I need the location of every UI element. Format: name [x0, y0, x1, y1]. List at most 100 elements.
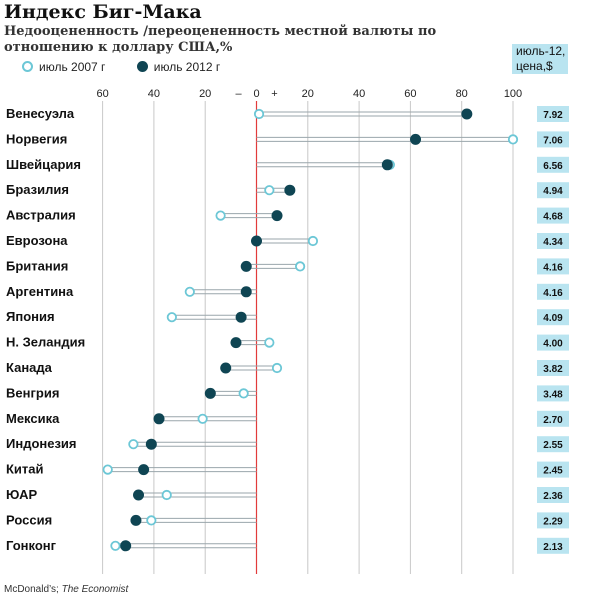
country-label: Китай	[6, 462, 44, 477]
point-2007	[146, 515, 157, 526]
point-2012	[240, 286, 252, 298]
country-label: Н. Зеландия	[6, 335, 85, 350]
country-label: Аргентина	[6, 284, 74, 299]
country-label: Еврозона	[6, 233, 68, 248]
point-2012	[138, 464, 150, 476]
price-label: 2.70	[543, 415, 563, 426]
tick-label-5: +	[271, 88, 277, 100]
point-2012	[410, 133, 422, 145]
country-label: Бразилия	[6, 182, 69, 197]
price-label: 4.09	[543, 313, 563, 324]
price-label: 4.34	[543, 237, 563, 248]
price-box	[537, 106, 569, 122]
point-2012	[240, 260, 252, 272]
point-2012	[251, 235, 262, 247]
price-box	[537, 487, 569, 503]
point-2007	[102, 464, 113, 475]
chart-subtitle: Недооцененность /переоцененность местной…	[4, 24, 437, 55]
country-label: ЮАР	[6, 487, 37, 502]
point-2007	[110, 540, 121, 551]
price-box	[537, 410, 569, 427]
country-label: Россия	[6, 512, 52, 527]
point-2012	[230, 337, 242, 349]
price-box	[537, 461, 569, 478]
price-label: 3.82	[543, 364, 563, 375]
price-box	[537, 207, 569, 224]
price-box	[537, 131, 569, 148]
point-2007	[307, 235, 319, 247]
point-2007	[264, 185, 275, 196]
country-label: Канада	[6, 360, 53, 375]
point-2007	[197, 413, 208, 424]
tick-label-8: 60	[404, 88, 416, 100]
point-2007	[295, 261, 306, 272]
point-2012	[220, 362, 232, 374]
legend-label-2007: июль 2007 г	[39, 60, 106, 74]
price-label: 7.92	[543, 110, 563, 121]
source-note: McDonald’s; The Economist	[4, 584, 128, 595]
tick-label-10: 100	[504, 88, 522, 100]
price-label: 7.06	[543, 135, 563, 146]
tick-label-0: 60	[96, 88, 108, 100]
point-2012	[120, 540, 132, 552]
price-label: 4.16	[543, 262, 563, 273]
legend: июль 2007 г июль 2012 г	[22, 60, 248, 74]
country-label: Мексика	[6, 411, 60, 426]
price-box	[537, 283, 569, 300]
point-2007	[161, 489, 172, 501]
country-label: Норвегия	[6, 131, 67, 146]
price-label: 4.16	[543, 288, 563, 299]
open-circle-icon	[22, 61, 33, 72]
price-box	[537, 258, 569, 275]
price-box	[537, 156, 569, 173]
legend-label-2012: июль 2012 г	[153, 60, 221, 74]
point-2012	[153, 413, 165, 425]
point-2012	[461, 108, 473, 120]
price-box	[537, 360, 569, 376]
point-2007	[264, 337, 275, 348]
price-label: 6.56	[543, 161, 563, 172]
price-label: 2.55	[543, 440, 563, 451]
filled-circle-icon	[136, 61, 148, 72]
price-box	[537, 182, 569, 199]
price-label: 2.36	[543, 491, 563, 502]
price-label: 3.48	[543, 389, 563, 400]
chart-title: Индекс Биг-Мака	[4, 1, 202, 23]
country-label: Венесуэла	[6, 106, 75, 121]
country-label: Австралия	[6, 208, 76, 223]
point-2012	[204, 387, 216, 399]
country-label: Венгрия	[6, 385, 59, 400]
point-2007	[507, 134, 519, 145]
price-label: 2.13	[543, 542, 563, 553]
point-2012	[271, 210, 283, 222]
point-2012	[235, 311, 247, 323]
point-2007	[128, 439, 139, 450]
price-box	[537, 512, 569, 529]
point-2012	[381, 159, 393, 171]
price-label: 2.45	[543, 466, 563, 477]
price-label: 4.68	[543, 212, 563, 223]
point-2007	[184, 286, 195, 297]
point-2007	[253, 108, 265, 120]
tick-label-2: 20	[199, 88, 211, 100]
price-label: 2.29	[543, 516, 563, 527]
country-label: Швейцария	[6, 157, 81, 172]
tick-label-3: –	[235, 88, 242, 100]
point-2007	[238, 388, 249, 399]
point-2012	[284, 184, 296, 196]
price-column-header: июль-12, цена,$	[512, 44, 568, 74]
point-2012	[145, 438, 157, 450]
price-box	[537, 233, 569, 249]
tick-label-7: 40	[353, 88, 365, 100]
price-label: 4.94	[543, 186, 563, 197]
point-2007	[215, 210, 226, 221]
tick-label-1: 40	[148, 88, 160, 100]
country-label: Гонконг	[6, 538, 57, 553]
tick-label-6: 20	[302, 88, 314, 100]
price-box	[537, 436, 569, 453]
legend-item-2007: июль 2007 г	[22, 60, 109, 74]
point-2012	[130, 514, 142, 526]
legend-item-2012: июль 2012 г	[136, 60, 221, 74]
country-label: Япония	[6, 309, 55, 324]
